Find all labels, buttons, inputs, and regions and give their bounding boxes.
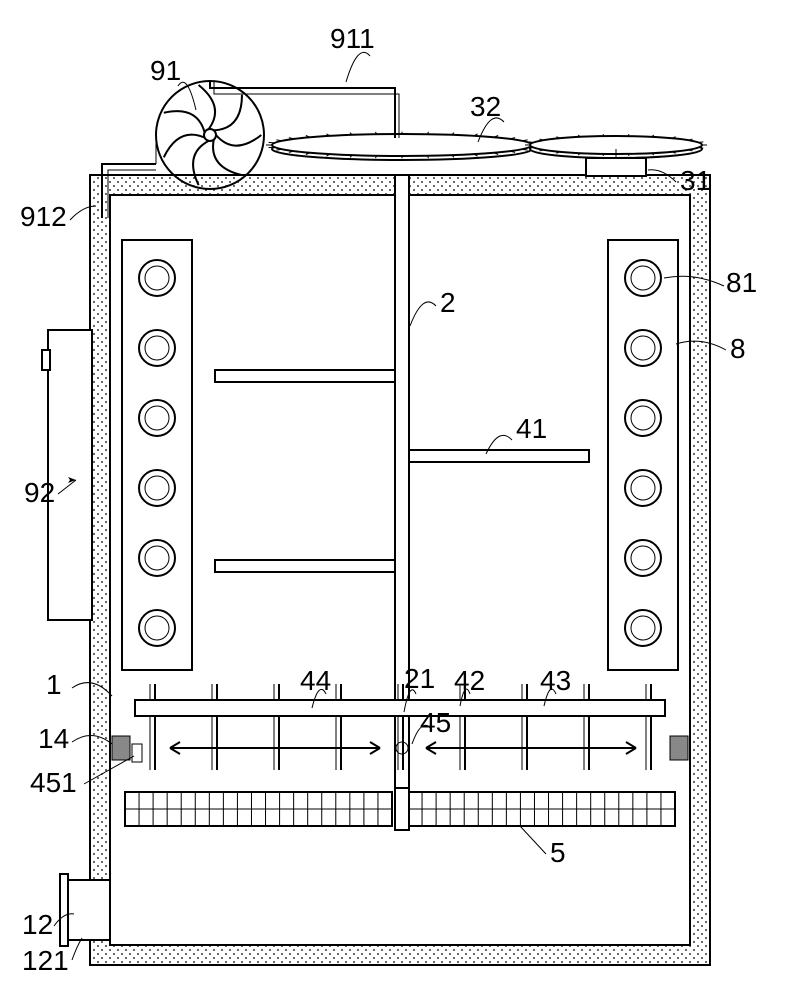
label-45: 45 — [420, 707, 451, 738]
tube-rack-left-hole — [139, 610, 175, 646]
tube-rack-left-hole — [139, 400, 175, 436]
tube-rack-right-hole — [625, 610, 661, 646]
label-1: 1 — [46, 669, 62, 700]
outlet-flange — [60, 874, 68, 946]
label-43: 43 — [540, 665, 571, 696]
label-12: 12 — [22, 909, 53, 940]
tube-rack-left — [122, 240, 192, 670]
label-21: 21 — [404, 663, 435, 694]
tube-rack-right-hole — [625, 330, 661, 366]
small-block — [132, 744, 142, 762]
label-41: 41 — [516, 413, 547, 444]
label-451: 451 — [30, 767, 77, 798]
tube-rack-left-hole — [139, 260, 175, 296]
leader — [346, 52, 370, 82]
tube-rack-left-hole — [139, 330, 175, 366]
label-31: 31 — [680, 165, 711, 196]
side-box-tab — [42, 350, 50, 370]
label-5: 5 — [550, 837, 566, 868]
label-911: 911 — [330, 23, 375, 54]
tube-rack-right-hole — [625, 470, 661, 506]
motor — [586, 158, 646, 176]
label-912: 912 — [20, 201, 67, 232]
label-2: 2 — [440, 287, 456, 318]
crossbar — [135, 700, 665, 716]
tube-rack-right — [608, 240, 678, 670]
tube-rack-right-hole — [625, 540, 661, 576]
tube-rack-left-hole — [139, 470, 175, 506]
mixing-blade — [215, 370, 395, 382]
label-8: 8 — [730, 333, 746, 364]
diagram-root: 9119132319122818419214421424314454515121… — [0, 0, 801, 1000]
label-81: 81 — [726, 267, 757, 298]
leader — [410, 302, 436, 326]
label-14: 14 — [38, 723, 69, 754]
label-121: 121 — [22, 945, 69, 976]
side-block — [112, 736, 130, 760]
mixing-blade — [409, 450, 589, 462]
grid-plate — [125, 788, 675, 830]
side-block — [670, 736, 688, 760]
leader — [520, 826, 546, 854]
side-box — [48, 330, 92, 620]
label-42: 42 — [454, 665, 485, 696]
gear-big — [266, 132, 538, 160]
tube-rack-right-hole — [625, 260, 661, 296]
tube-rack-right-hole — [625, 400, 661, 436]
leader — [72, 938, 82, 960]
tube-rack-left-hole — [139, 540, 175, 576]
label-44: 44 — [300, 665, 331, 696]
label-91: 91 — [150, 55, 181, 86]
fan — [156, 81, 264, 189]
label-92: 92 — [24, 477, 55, 508]
outlet-body — [68, 880, 110, 940]
label-32: 32 — [470, 91, 501, 122]
mixing-blade — [215, 560, 395, 572]
